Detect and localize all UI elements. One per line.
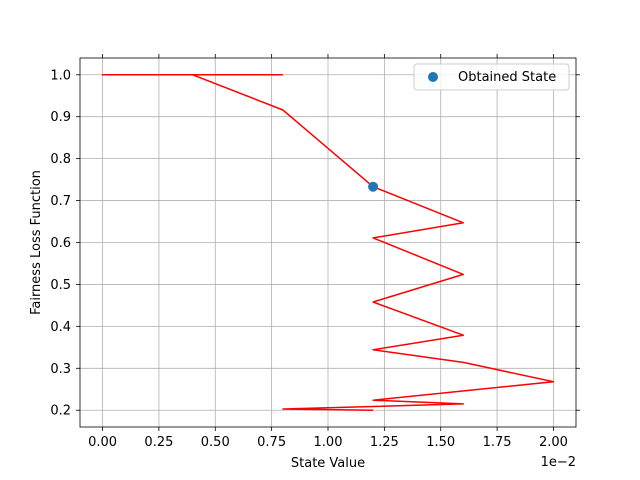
- legend-box: [413, 63, 570, 91]
- plot-area: [101, 74, 555, 411]
- y-axis-label: Fairness Loss Function: [29, 170, 44, 315]
- y-tick-label: 1.0: [50, 68, 71, 83]
- x-tick-label: 1.75: [483, 435, 512, 450]
- y-tick-label: 0.3: [50, 362, 71, 377]
- x-tick-label: 0.50: [201, 435, 230, 450]
- x-tick-label: 0.00: [88, 435, 117, 450]
- legend: Obtained State: [413, 63, 570, 91]
- x-tick-label: 1.00: [314, 435, 343, 450]
- x-tick-label: 2.00: [539, 435, 568, 450]
- y-tick-label: 0.8: [50, 152, 71, 167]
- series-line: [101, 74, 555, 411]
- y-tick-label: 0.5: [50, 278, 71, 293]
- y-tick-label: 0.2: [50, 404, 71, 419]
- legend-label-obtained-state: Obtained State: [458, 70, 556, 85]
- legend-marker: [428, 72, 438, 82]
- y-tick-label: 0.7: [50, 194, 71, 209]
- y-tick-label: 0.6: [50, 236, 71, 251]
- x-tick-label: 1.50: [426, 435, 455, 450]
- x-offset-label: 1e−2: [541, 455, 576, 470]
- ticks: 0.00 0.25 0.50 0.75 1.00 1.25 1.50 1.75 2.00 0.2 0…: [50, 54, 580, 450]
- x-tick-label: 1.25: [370, 435, 399, 450]
- x-axis-label: State Value: [291, 456, 365, 471]
- x-tick-label: 0.25: [144, 435, 173, 450]
- y-tick-label: 0.9: [50, 110, 71, 125]
- x-tick-label: 0.75: [257, 435, 286, 450]
- y-tick-label: 0.4: [50, 320, 71, 335]
- obtained-state-point: [368, 181, 379, 192]
